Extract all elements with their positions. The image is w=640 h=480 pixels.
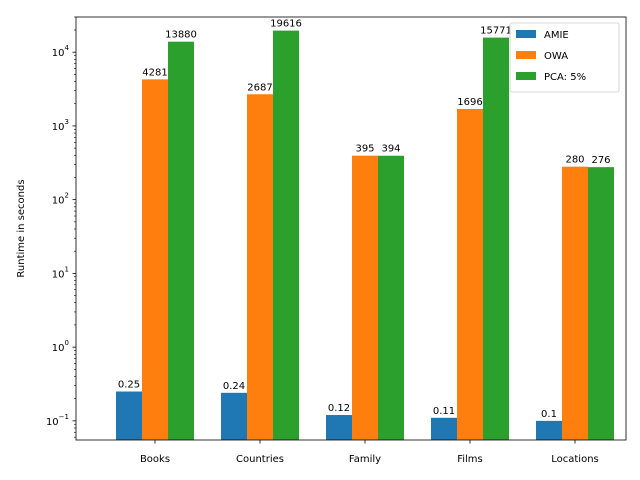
legend-label: OWA	[544, 51, 568, 62]
x-tick-label: Locations	[551, 454, 599, 465]
bar	[457, 108, 483, 440]
axes-layer: Books Countries Family Films Locations 10−1 10…	[46, 16, 627, 465]
bar	[562, 166, 588, 440]
data-label: 394	[381, 144, 400, 155]
y-tick-label: 103	[52, 118, 69, 133]
data-label: 4281	[142, 67, 167, 78]
bar	[431, 417, 457, 440]
legend-swatch	[516, 72, 536, 80]
data-label: 0.25	[118, 380, 140, 391]
bar	[247, 94, 273, 441]
data-label: 19616	[270, 19, 302, 30]
x-tick-label: Family	[349, 454, 381, 465]
data-label: 0.12	[328, 403, 350, 414]
x-tick-label: Countries	[236, 454, 284, 465]
bar	[168, 41, 194, 440]
legend: AMIE OWA PCA: 5%	[509, 22, 620, 93]
data-label: 15771	[480, 26, 512, 37]
bar	[483, 37, 509, 440]
bar	[536, 420, 562, 440]
data-label: 276	[591, 155, 610, 166]
y-tick-label: 101	[52, 265, 69, 280]
legend-swatch	[516, 30, 536, 38]
y-axis-label: Runtime in seconds	[16, 179, 27, 277]
y-tick-label: 10−1	[46, 413, 69, 428]
bar	[378, 155, 404, 441]
plot-frame	[75, 16, 627, 441]
legend-box	[509, 22, 620, 93]
bar	[221, 392, 247, 440]
data-label: 0.11	[433, 406, 455, 417]
bar	[588, 167, 614, 440]
legend-label: PCA: 5%	[544, 72, 586, 83]
data-label: 280	[565, 155, 584, 166]
bars-layer	[116, 30, 614, 441]
data-label: 0.24	[223, 381, 245, 392]
bar	[116, 391, 142, 440]
legend-label: AMIE	[544, 30, 569, 41]
data-label: 2687	[247, 82, 272, 93]
y-tick-label: 104	[52, 44, 70, 59]
bar	[273, 30, 299, 440]
data-label: 13880	[165, 30, 197, 41]
bar	[326, 415, 352, 440]
legend-swatch	[516, 51, 536, 59]
y-tick-label: 102	[52, 192, 69, 207]
y-tick-label: 100	[52, 339, 69, 354]
x-tick-label: Films	[457, 454, 483, 465]
data-label: 1696	[457, 97, 482, 108]
bar	[352, 155, 378, 441]
x-tick-label: Books	[140, 454, 170, 465]
data-label: 0.1	[541, 409, 557, 420]
bar	[142, 79, 168, 440]
data-label: 395	[355, 144, 374, 155]
